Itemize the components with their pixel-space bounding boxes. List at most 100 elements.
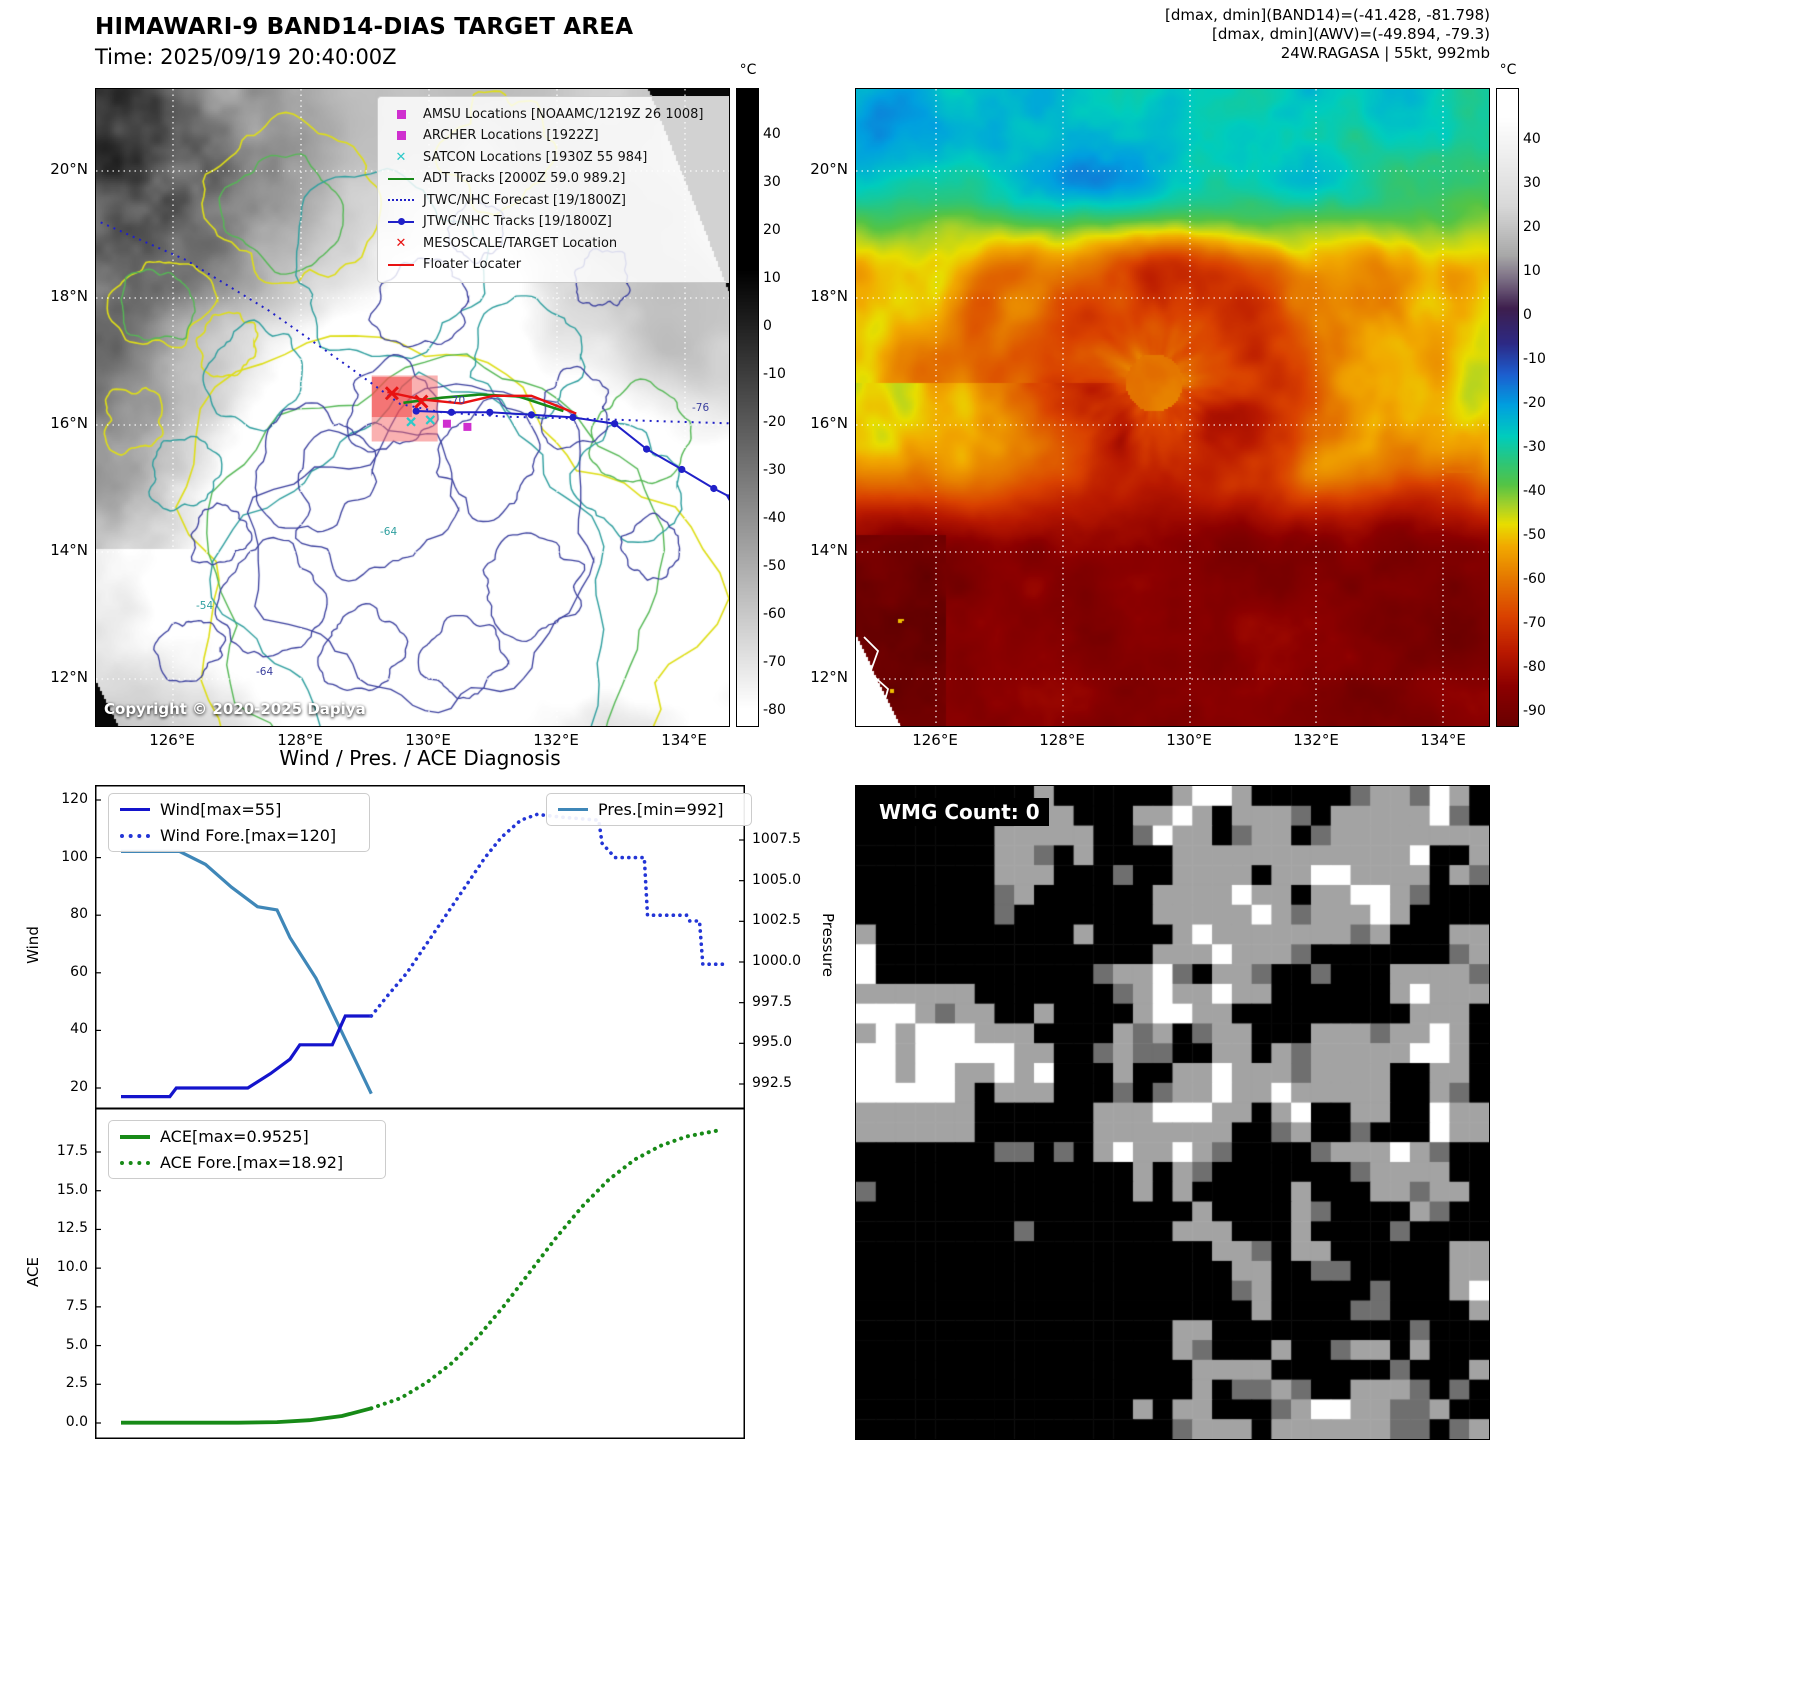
ir-colorbar: [1496, 88, 1519, 727]
storm-id-intensity: 24W.RAGASA | 55kt, 992mb: [1280, 44, 1490, 62]
tr-lon-tick: 134°E: [1420, 731, 1466, 749]
adt-track-line-icon: [387, 177, 415, 180]
pressure-legend-label: Pres.[min=992]: [598, 800, 724, 819]
legend-item: ADT Tracks [2000Z 59.0 989.2]: [387, 169, 729, 190]
contour-label: -70: [448, 395, 465, 407]
wind-line-icon: [120, 808, 150, 811]
map-legend: AMSU Locations [NOAAMC/1219Z 26 1008] ARC…: [377, 96, 729, 283]
mesoscale-target-x-icon: [384, 386, 399, 401]
tr-lon-tick: 126°E: [912, 731, 958, 749]
tl-colorbar-tick: -20: [763, 414, 786, 430]
band14-colorbar-unit: °C: [739, 62, 757, 78]
ir-colorbar-tick: -90: [1523, 703, 1546, 719]
ir-colorbar-tick: 0: [1523, 307, 1532, 323]
ace-tick: 7.5: [65, 1297, 88, 1314]
tl-colorbar-tick: 0: [763, 318, 772, 334]
satcon-x-icon: [425, 415, 436, 425]
ace-tick: 5.0: [65, 1336, 88, 1353]
pressure-tick: 992.5: [752, 1074, 793, 1091]
track-point: [569, 413, 577, 421]
pressure-tick: 1002.5: [752, 912, 801, 929]
legend-item: AMSU Locations [NOAAMC/1219Z 26 1008]: [387, 104, 729, 125]
tl-colorbar-tick: 30: [763, 174, 781, 190]
pressure-axis-label: Pressure: [819, 912, 837, 978]
tr-lat-tick: 12°N: [810, 668, 848, 686]
legend-item: JTWC/NHC Forecast [19/1800Z]: [387, 190, 729, 211]
archer-square-icon: [387, 131, 415, 141]
wind-forecast-legend-label: Wind Fore.[max=120]: [160, 826, 337, 845]
tl-lat-tick: 20°N: [50, 160, 88, 178]
legend-item-label: JTWC/NHC Tracks [19/1800Z]: [423, 214, 612, 230]
legend-item: Wind[max=55]: [120, 800, 358, 819]
ace-forecast-legend-label: ACE Fore.[max=18.92]: [160, 1153, 344, 1172]
jtwc-track: [416, 410, 729, 498]
tr-lat-tick: 18°N: [810, 287, 848, 305]
legend-item: JTWC/NHC Tracks [19/1800Z]: [387, 212, 729, 233]
ir-colorbar-tick: -10: [1523, 351, 1546, 367]
ace-tick: 17.5: [56, 1143, 88, 1159]
storm-info: [dmax, dmin](BAND14)=(-41.428, -81.798) …: [989, 6, 1490, 63]
contour-label: -54: [196, 600, 213, 612]
legend-item-label: JTWC/NHC Forecast [19/1800Z]: [423, 192, 626, 208]
jtwc-forecast-dotted-icon: [387, 199, 415, 202]
satcon-x-icon: [406, 417, 416, 427]
ir-colorbar-tick: -60: [1523, 571, 1546, 587]
pressure-line-icon: [558, 808, 588, 811]
wind-chart-legend: Wind[max=55] Wind Fore.[max=120]: [108, 793, 370, 852]
tl-lat-tick: 14°N: [50, 541, 88, 559]
tr-lon-tick: 128°E: [1039, 731, 1085, 749]
coastline: [863, 636, 901, 726]
band14-panel-time: Time: 2025/09/19 20:40:00Z: [95, 45, 397, 69]
tl-lon-tick: 126°E: [149, 731, 195, 749]
ir-colorbar-tick: 20: [1523, 219, 1541, 235]
tl-lon-tick: 128°E: [277, 731, 323, 749]
band14-overlay: -70 -76 -64 -54 -64: [96, 89, 729, 726]
series-line: [369, 812, 731, 1018]
track-point: [643, 445, 651, 453]
ace-tick: 15.0: [56, 1181, 88, 1198]
legend-item-label: ADT Tracks [2000Z 59.0 989.2]: [423, 171, 626, 187]
tr-lon-tick: 130°E: [1166, 731, 1212, 749]
ir-colorbar-tick: -20: [1523, 395, 1546, 411]
jtwc-forecast-track: [98, 220, 729, 425]
tl-colorbar-tick: -40: [763, 510, 786, 526]
wmg-count-label: WMG Count: 0: [870, 798, 1049, 826]
ir-colorbar-tick: -80: [1523, 659, 1546, 675]
ace-tick: 0.0: [65, 1413, 88, 1430]
target-x-icon: ✕: [395, 235, 407, 251]
enhanced-ir-overlay: [856, 89, 1489, 726]
satcon-x-icon: ✕: [395, 149, 407, 165]
ace-line-icon: [120, 1134, 150, 1139]
tl-colorbar-tick: -70: [763, 654, 786, 670]
legend-item: ✕ MESOSCALE/TARGET Location: [387, 233, 729, 254]
wind-axis-label: Wind: [24, 926, 42, 964]
enhanced-ir-map: [855, 88, 1490, 727]
wmg-panel: WMG Count: 0: [855, 785, 1490, 1440]
tl-colorbar-tick: 10: [763, 270, 781, 286]
contour-label: -64: [256, 666, 273, 678]
ace-forecast-line-icon: [120, 1160, 150, 1165]
ace-tick: 10.0: [56, 1259, 88, 1276]
tl-lat-tick: 16°N: [50, 414, 88, 432]
tl-colorbar-tick: -50: [763, 558, 786, 574]
legend-item: Wind Fore.[max=120]: [120, 826, 358, 845]
legend-item-label: Floater Locater: [423, 257, 522, 273]
pressure-chart-legend: Pres.[min=992]: [546, 793, 752, 826]
contour-label: -64: [380, 526, 397, 538]
legend-item: ACE[max=0.9525]: [120, 1127, 374, 1146]
tl-colorbar-tick: -30: [763, 462, 786, 478]
pressure-tick: 995.0: [752, 1034, 793, 1051]
ace-tick: 2.5: [65, 1375, 88, 1392]
tl-lon-tick: 130°E: [405, 731, 451, 749]
wind-tick: 100: [61, 848, 88, 865]
ir-colorbar-tick: -40: [1523, 483, 1546, 499]
dmax-dmin-band14: [dmax, dmin](BAND14)=(-41.428, -81.798): [1165, 6, 1490, 24]
wind-tick: 60: [70, 963, 88, 980]
contour-label: -76: [692, 402, 709, 414]
copyright-text: Copyright © 2020-2025 Dapiya: [104, 700, 366, 718]
pressure-tick: 1007.5: [752, 831, 801, 847]
wind-tick: 20: [70, 1079, 88, 1095]
series-line: [369, 1128, 721, 1411]
tl-colorbar-tick: -60: [763, 606, 786, 622]
legend-item: ✕ SATCON Locations [1930Z 55 984]: [387, 147, 729, 168]
